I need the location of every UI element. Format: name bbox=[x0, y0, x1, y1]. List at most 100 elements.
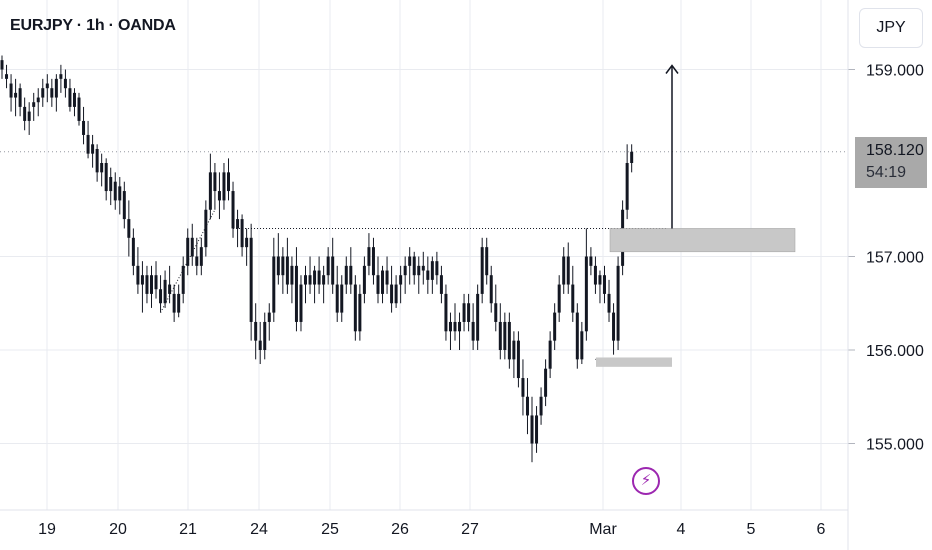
candle-body bbox=[399, 275, 403, 285]
x-tick-label: 27 bbox=[461, 521, 479, 538]
candle-body bbox=[412, 256, 416, 276]
candle-body bbox=[494, 303, 498, 322]
candle-body bbox=[245, 237, 249, 248]
currency-button[interactable]: JPY bbox=[859, 8, 923, 48]
candle-body bbox=[100, 163, 104, 173]
candle-body bbox=[471, 321, 475, 341]
candle-body bbox=[149, 275, 153, 294]
candle-body bbox=[507, 321, 511, 360]
candle-body bbox=[353, 284, 357, 332]
candle-body bbox=[612, 312, 616, 341]
candle-body bbox=[607, 293, 611, 313]
candle-body bbox=[263, 321, 267, 350]
candle-body bbox=[299, 284, 303, 322]
candle-body bbox=[417, 265, 421, 276]
candle-body bbox=[467, 303, 471, 322]
candle-body bbox=[381, 270, 385, 294]
candle-body bbox=[390, 284, 394, 304]
candle-body bbox=[462, 303, 466, 322]
candle-body bbox=[258, 340, 262, 350]
y-tick-label: 159.000 bbox=[866, 63, 924, 80]
y-tick-label: 155.000 bbox=[866, 437, 924, 454]
x-tick-label: 24 bbox=[250, 521, 268, 538]
candle-body bbox=[294, 265, 298, 322]
candle-body bbox=[539, 396, 543, 416]
candle-body bbox=[571, 284, 575, 313]
candle-body bbox=[72, 92, 76, 107]
candle-body bbox=[86, 134, 90, 154]
candle-body bbox=[27, 111, 31, 121]
candle-body bbox=[548, 340, 552, 369]
candle-body bbox=[553, 312, 557, 341]
candle-body bbox=[458, 321, 462, 332]
guide-lines bbox=[0, 151, 848, 360]
candle-body bbox=[195, 256, 199, 266]
candle-body bbox=[344, 265, 348, 285]
candle-body bbox=[430, 261, 434, 280]
candle-body bbox=[281, 256, 285, 276]
candle-body bbox=[521, 378, 525, 397]
x-tick-label: 6 bbox=[817, 521, 826, 538]
candle-body bbox=[77, 97, 81, 121]
last-price-value: 158.120 bbox=[866, 142, 924, 159]
candle-body bbox=[227, 172, 230, 192]
candle-body bbox=[589, 256, 593, 266]
candle-body bbox=[512, 340, 516, 360]
candle-body bbox=[5, 74, 9, 79]
candle-body bbox=[272, 256, 276, 313]
candle-body bbox=[408, 256, 412, 266]
candle-body bbox=[362, 265, 366, 294]
candle-body bbox=[304, 275, 308, 285]
candle-body bbox=[575, 312, 579, 360]
candle-body bbox=[326, 256, 330, 276]
candle-body bbox=[557, 284, 561, 313]
grid-lines bbox=[0, 0, 848, 510]
candle-body bbox=[435, 261, 439, 276]
x-tick-label: 26 bbox=[391, 521, 409, 538]
candle-body bbox=[335, 284, 339, 313]
candle-body bbox=[199, 247, 203, 266]
candle-body bbox=[163, 279, 167, 304]
candle-body bbox=[109, 177, 113, 192]
candle-body bbox=[36, 97, 40, 103]
candle-body bbox=[50, 88, 54, 98]
candle-body bbox=[236, 219, 240, 229]
last-price-label: 158.120 54:19 bbox=[855, 137, 927, 188]
candle-body bbox=[131, 237, 135, 266]
candle-body bbox=[181, 265, 185, 294]
candle-body bbox=[104, 163, 108, 192]
candle-body bbox=[0, 60, 4, 70]
candle-body bbox=[23, 106, 27, 121]
candle-body bbox=[322, 275, 326, 285]
candle-body bbox=[358, 293, 362, 332]
candle-body bbox=[136, 265, 140, 285]
lightning-bolt-icon[interactable]: ⚡︎ bbox=[632, 467, 660, 495]
x-tick-label: 25 bbox=[321, 521, 339, 538]
candle-body bbox=[421, 265, 425, 271]
candle-body bbox=[313, 270, 317, 285]
candle-body bbox=[503, 321, 507, 350]
candles bbox=[0, 55, 634, 463]
candle-body bbox=[159, 289, 163, 304]
candle-body bbox=[285, 256, 289, 285]
candle-body bbox=[240, 219, 244, 248]
candle-body bbox=[168, 284, 172, 294]
candle-body bbox=[9, 83, 13, 98]
x-tick-label: Mar bbox=[589, 521, 617, 538]
candle-body bbox=[544, 368, 548, 397]
candle-body bbox=[308, 275, 312, 285]
candle-body bbox=[476, 293, 480, 341]
candle-body bbox=[82, 120, 86, 135]
candle-body bbox=[186, 237, 190, 266]
candle-body bbox=[385, 270, 389, 285]
candle-body bbox=[448, 321, 452, 332]
candle-body bbox=[32, 102, 36, 107]
candle-body bbox=[394, 284, 398, 304]
candle-body bbox=[625, 163, 629, 210]
candle-body bbox=[439, 275, 443, 294]
candle-body bbox=[367, 247, 371, 266]
candle-body bbox=[602, 275, 606, 294]
candle-body bbox=[231, 191, 235, 229]
